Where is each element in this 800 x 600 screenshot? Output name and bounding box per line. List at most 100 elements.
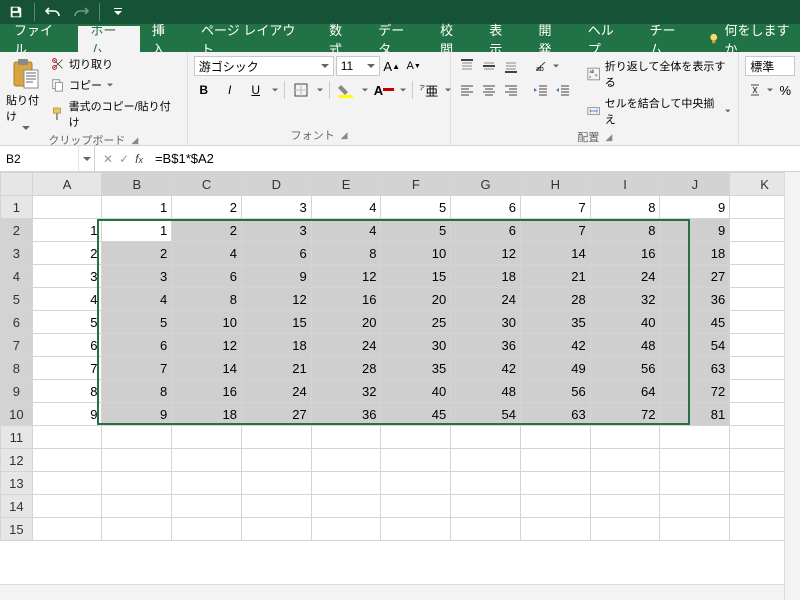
tab-team[interactable]: チーム (638, 26, 699, 52)
number-format-combo[interactable]: 標準 (745, 56, 795, 76)
cell-D5[interactable]: 12 (241, 288, 311, 311)
worksheet-grid[interactable]: ABCDEFGHIJK11234567892112345678932246810… (0, 172, 800, 541)
cell-G15[interactable] (451, 518, 521, 541)
cell-G6[interactable]: 30 (451, 311, 521, 334)
cell-I5[interactable]: 32 (590, 288, 660, 311)
cell-A6[interactable]: 5 (32, 311, 102, 334)
cell-A9[interactable]: 8 (32, 380, 102, 403)
col-header-G[interactable]: G (451, 173, 521, 196)
cell-D12[interactable] (241, 449, 311, 472)
cell-E1[interactable]: 4 (311, 196, 381, 219)
cell-B5[interactable]: 4 (102, 288, 172, 311)
align-center-button[interactable] (479, 80, 499, 100)
col-header-A[interactable]: A (32, 173, 102, 196)
row-header-11[interactable]: 11 (1, 426, 33, 449)
cell-B7[interactable]: 6 (102, 334, 172, 357)
row-header-2[interactable]: 2 (1, 219, 33, 242)
tab-home[interactable]: ホーム (78, 26, 139, 52)
formula-input[interactable]: =B$1*$A2 (151, 151, 800, 166)
name-box[interactable]: B2 (0, 146, 95, 171)
cell-C15[interactable] (172, 518, 242, 541)
cell-I10[interactable]: 72 (590, 403, 660, 426)
cell-A8[interactable]: 7 (32, 357, 102, 380)
cell-A12[interactable] (32, 449, 102, 472)
cell-J15[interactable] (660, 518, 730, 541)
cell-A13[interactable] (32, 472, 102, 495)
cell-G12[interactable] (451, 449, 521, 472)
cell-F11[interactable] (381, 426, 451, 449)
col-header-B[interactable]: B (102, 173, 172, 196)
cell-G10[interactable]: 54 (451, 403, 521, 426)
cell-H4[interactable]: 21 (520, 265, 590, 288)
cell-J14[interactable] (660, 495, 730, 518)
fill-color-button[interactable] (336, 80, 356, 100)
cell-B13[interactable] (102, 472, 172, 495)
cell-J13[interactable] (660, 472, 730, 495)
row-header-4[interactable]: 4 (1, 265, 33, 288)
cell-I12[interactable] (590, 449, 660, 472)
italic-button[interactable]: I (220, 80, 240, 100)
chevron-down-icon[interactable] (445, 88, 451, 92)
cell-F6[interactable]: 25 (381, 311, 451, 334)
cell-F9[interactable]: 40 (381, 380, 451, 403)
cell-C12[interactable] (172, 449, 242, 472)
cell-D7[interactable]: 18 (241, 334, 311, 357)
cell-H2[interactable]: 7 (520, 219, 590, 242)
cell-D1[interactable]: 3 (241, 196, 311, 219)
cell-H7[interactable]: 42 (520, 334, 590, 357)
cell-I11[interactable] (590, 426, 660, 449)
align-middle-button[interactable] (479, 56, 499, 76)
col-header-J[interactable]: J (660, 173, 730, 196)
cell-B9[interactable]: 8 (102, 380, 172, 403)
cell-J7[interactable]: 54 (660, 334, 730, 357)
cell-G14[interactable] (451, 495, 521, 518)
cell-F2[interactable]: 5 (381, 219, 451, 242)
cell-E9[interactable]: 32 (311, 380, 381, 403)
cell-E3[interactable]: 8 (311, 242, 381, 265)
cell-A10[interactable]: 9 (32, 403, 102, 426)
cell-E14[interactable] (311, 495, 381, 518)
font-family-combo[interactable]: 游ゴシック (194, 56, 334, 76)
cell-I15[interactable] (590, 518, 660, 541)
chevron-down-icon[interactable] (362, 88, 368, 92)
cell-B1[interactable]: 1 (102, 196, 172, 219)
cell-C7[interactable]: 12 (172, 334, 242, 357)
cell-D15[interactable] (241, 518, 311, 541)
cell-B12[interactable] (102, 449, 172, 472)
fx-icon[interactable]: fx (135, 152, 143, 166)
cell-C3[interactable]: 4 (172, 242, 242, 265)
cell-E6[interactable]: 20 (311, 311, 381, 334)
cell-B6[interactable]: 5 (102, 311, 172, 334)
chevron-down-icon[interactable] (400, 88, 406, 92)
tab-data[interactable]: データ (366, 26, 428, 52)
cell-D6[interactable]: 15 (241, 311, 311, 334)
cell-H6[interactable]: 35 (520, 311, 590, 334)
cell-B15[interactable] (102, 518, 172, 541)
cell-G8[interactable]: 42 (451, 357, 521, 380)
row-header-8[interactable]: 8 (1, 357, 33, 380)
cell-G1[interactable]: 6 (451, 196, 521, 219)
font-size-combo[interactable]: 11 (336, 56, 380, 76)
cell-H11[interactable] (520, 426, 590, 449)
row-header-6[interactable]: 6 (1, 311, 33, 334)
merge-center-button[interactable]: セルを結合して中央揃え (585, 93, 732, 129)
cell-G4[interactable]: 18 (451, 265, 521, 288)
cell-E15[interactable] (311, 518, 381, 541)
chevron-down-icon[interactable] (553, 64, 559, 68)
dialog-launcher-icon[interactable]: ◢ (341, 130, 348, 141)
cell-H13[interactable] (520, 472, 590, 495)
font-color-button[interactable]: A (374, 80, 394, 100)
cell-H14[interactable] (520, 495, 590, 518)
cell-H9[interactable]: 56 (520, 380, 590, 403)
cell-F5[interactable]: 20 (381, 288, 451, 311)
wrap-text-button[interactable]: abc 折り返して全体を表示する (585, 56, 732, 92)
cell-J5[interactable]: 36 (660, 288, 730, 311)
bold-button[interactable]: B (194, 80, 214, 100)
cell-F15[interactable] (381, 518, 451, 541)
cut-button[interactable]: 切り取り (49, 54, 181, 74)
cell-G7[interactable]: 36 (451, 334, 521, 357)
cell-E12[interactable] (311, 449, 381, 472)
cell-H8[interactable]: 49 (520, 357, 590, 380)
cell-E7[interactable]: 24 (311, 334, 381, 357)
cell-J4[interactable]: 27 (660, 265, 730, 288)
